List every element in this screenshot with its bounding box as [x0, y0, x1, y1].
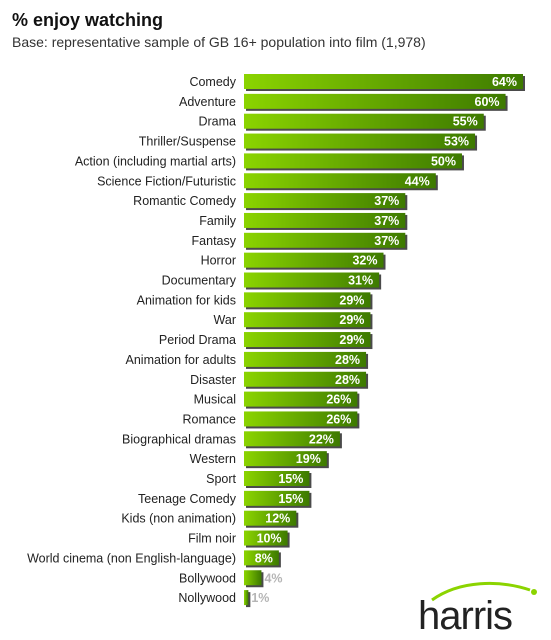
- category-label: Animation for kids: [137, 293, 236, 307]
- category-label: Horror: [201, 254, 236, 268]
- value-label: 29%: [339, 313, 364, 327]
- value-label: 29%: [339, 333, 364, 347]
- value-label: 50%: [431, 154, 456, 168]
- bar-23: [244, 510, 297, 526]
- value-label: 15%: [278, 472, 303, 486]
- bar-9: [244, 232, 406, 248]
- bar-26: [244, 570, 262, 586]
- value-label: 37%: [374, 214, 399, 228]
- value-label: 1%: [251, 591, 269, 605]
- value-label: 44%: [405, 174, 430, 188]
- bar-15: [244, 351, 367, 367]
- bar-18: [244, 411, 358, 427]
- bar-10: [244, 252, 384, 268]
- bar-24: [244, 530, 288, 546]
- category-label: Romance: [183, 412, 237, 426]
- category-label: Thriller/Suspense: [139, 135, 236, 149]
- value-label: 60%: [475, 95, 500, 109]
- value-label: 53%: [444, 135, 469, 149]
- bar-6: [244, 173, 436, 189]
- bar-25: [244, 550, 279, 566]
- chart-subtitle: Base: representative sample of GB 16+ po…: [12, 34, 426, 50]
- value-label: 4%: [264, 571, 282, 585]
- logo-swoosh-icon: [431, 582, 537, 602]
- bar-12: [244, 292, 371, 308]
- bar-21: [244, 471, 310, 486]
- category-label: Nollywood: [178, 591, 236, 605]
- category-label: Disaster: [190, 373, 236, 387]
- category-label: War: [214, 313, 236, 327]
- bar-2: [244, 93, 506, 109]
- category-label: World cinema (non English-language): [27, 551, 236, 565]
- category-label: Adventure: [179, 95, 236, 109]
- category-label: Biographical dramas: [122, 432, 236, 446]
- category-label: Documentary: [162, 274, 237, 288]
- bar-5: [244, 153, 462, 169]
- bar-22: [244, 490, 310, 506]
- value-label: 15%: [278, 492, 303, 506]
- value-label: 22%: [309, 432, 334, 446]
- value-label: 31%: [348, 274, 373, 288]
- bar-4: [244, 133, 476, 149]
- category-label: Teenage Comedy: [138, 492, 237, 506]
- bar-14: [244, 332, 371, 348]
- category-label: Drama: [198, 115, 236, 129]
- value-label: 64%: [492, 75, 517, 89]
- value-label: 28%: [335, 373, 360, 387]
- category-label: Western: [190, 452, 236, 466]
- bar-7: [244, 193, 406, 209]
- bar-3: [244, 113, 484, 129]
- value-label: 10%: [257, 532, 282, 546]
- page-title: % enjoy watching: [12, 10, 164, 30]
- bar-19: [244, 431, 340, 447]
- bar-11: [244, 272, 380, 288]
- category-label: Period Drama: [159, 333, 236, 347]
- category-label: Bollywood: [179, 571, 236, 585]
- value-label: 12%: [265, 512, 290, 526]
- category-label: Romantic Comedy: [133, 194, 237, 208]
- bar-20: [244, 451, 327, 467]
- bar-8: [244, 212, 406, 228]
- category-label: Family: [199, 214, 237, 228]
- value-label: 19%: [296, 452, 321, 466]
- value-label: 37%: [374, 194, 399, 208]
- category-label: Animation for adults: [126, 353, 236, 367]
- value-label: 8%: [255, 551, 273, 565]
- category-label: Fantasy: [192, 234, 237, 248]
- value-label: 26%: [326, 393, 351, 407]
- bar-16: [244, 371, 367, 387]
- category-label: Comedy: [189, 75, 236, 89]
- bar-1: [244, 74, 523, 89]
- bar-13: [244, 312, 371, 328]
- value-label: 29%: [339, 293, 364, 307]
- category-label: Kids (non animation): [121, 512, 236, 526]
- value-label: 26%: [326, 412, 351, 426]
- category-label: Sport: [206, 472, 236, 486]
- category-label: Science Fiction/Futuristic: [97, 174, 236, 188]
- value-label: 37%: [374, 234, 399, 248]
- bar-17: [244, 391, 358, 407]
- value-label: 32%: [352, 254, 377, 268]
- bar-27: [244, 590, 249, 606]
- category-label: Action (including martial arts): [75, 154, 236, 168]
- value-label: 28%: [335, 353, 360, 367]
- category-label: Film noir: [188, 532, 236, 546]
- harris-logo: harris: [418, 594, 513, 638]
- category-label: Musical: [194, 393, 236, 407]
- value-label: 55%: [453, 115, 478, 129]
